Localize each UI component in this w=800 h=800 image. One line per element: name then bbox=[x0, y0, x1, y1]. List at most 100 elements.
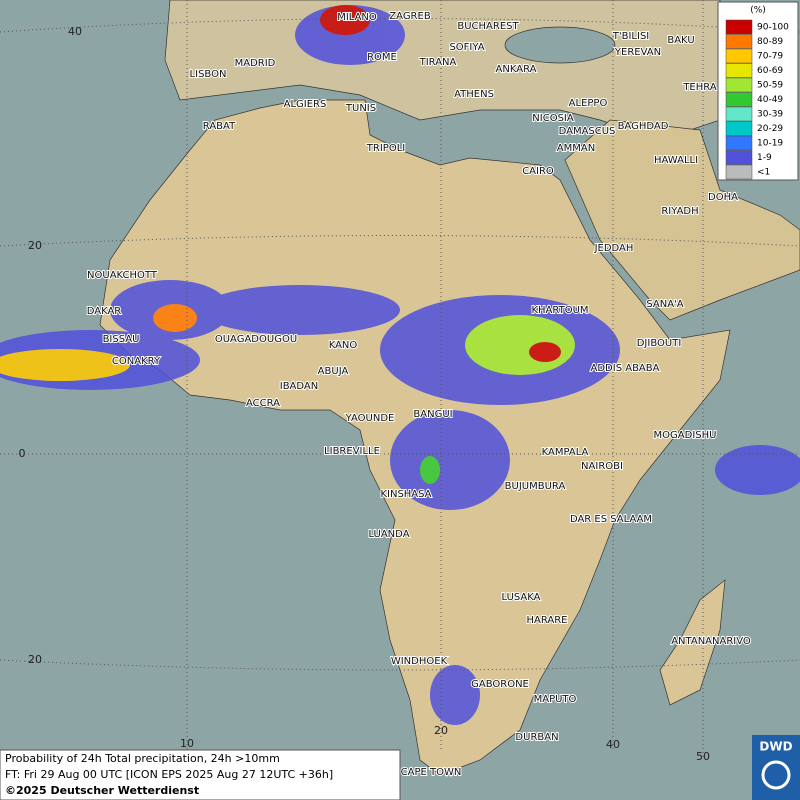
caption-line: FT: Fri 29 Aug 00 UTC [ICON EPS 2025 Aug… bbox=[5, 768, 333, 781]
legend-swatch bbox=[725, 92, 753, 107]
city-label: LUANDA bbox=[368, 529, 409, 540]
legend-swatch bbox=[725, 77, 753, 93]
city-label: BUJUMBURA bbox=[505, 481, 566, 492]
legend-label: 60-69 bbox=[757, 66, 783, 76]
city-label: YEREVAN bbox=[614, 47, 661, 58]
city-label: OUAGADOUGOU bbox=[215, 334, 297, 345]
legend-swatch bbox=[725, 164, 753, 180]
latitude-label: 20 bbox=[28, 653, 42, 666]
city-label: TUNIS bbox=[345, 103, 376, 114]
caption-line: ©2025 Deutscher Wetterdienst bbox=[5, 784, 199, 797]
latitude-label: 40 bbox=[68, 25, 82, 38]
city-label: ZAGREB bbox=[389, 11, 431, 22]
legend-swatch bbox=[725, 63, 753, 78]
longitude-label: 50 bbox=[696, 750, 710, 763]
city-label: KANO bbox=[329, 340, 358, 351]
city-label: GABORONE bbox=[471, 679, 529, 690]
city-label: BUCHAREST bbox=[457, 21, 519, 32]
city-label: CAIRO bbox=[522, 166, 554, 177]
latitude-label: 20 bbox=[28, 239, 42, 252]
latitude-label: 0 bbox=[19, 447, 26, 460]
city-label: DOHA bbox=[708, 192, 738, 203]
city-label: YAOUNDE bbox=[345, 413, 395, 424]
city-label: NAIROBI bbox=[581, 461, 623, 472]
legend: (%) 90-100 80-89 70-79 60-69 50-59 40-49 30-39… bbox=[717, 1, 799, 181]
city-label: DAKAR bbox=[87, 306, 122, 317]
city-label: LUSAKA bbox=[502, 592, 541, 603]
city-label: ALEPPO bbox=[569, 98, 608, 109]
city-label: LIBREVILLE bbox=[324, 446, 380, 457]
city-label: TEHRA bbox=[682, 82, 716, 93]
city-label: ADDIS ABABA bbox=[591, 363, 660, 374]
legend-label: 70-79 bbox=[757, 52, 783, 62]
city-label: ANKARA bbox=[496, 64, 537, 75]
city-label: ACCRA bbox=[246, 398, 280, 409]
city-label: ATHENS bbox=[454, 89, 494, 100]
legend-swatch bbox=[725, 121, 753, 136]
city-label: IBADAN bbox=[280, 381, 319, 392]
city-label: DURBAN bbox=[515, 732, 558, 743]
caption-box bbox=[0, 749, 401, 800]
city-label: ANTANANARIVO bbox=[671, 636, 751, 647]
black-sea bbox=[504, 26, 616, 64]
logo-text: DWD bbox=[759, 740, 792, 754]
city-label: TRIPOLI bbox=[366, 143, 405, 154]
city-label: LISBON bbox=[190, 69, 227, 80]
city-label: SOFIYA bbox=[449, 42, 484, 53]
city-label: ABUJA bbox=[318, 366, 349, 377]
city-label: RABAT bbox=[203, 121, 236, 132]
legend-label: 1-9 bbox=[757, 153, 772, 163]
city-label: CAPE TOWN bbox=[401, 767, 462, 778]
city-label: ALGIERS bbox=[284, 99, 327, 110]
logo-icon bbox=[761, 760, 791, 790]
city-label: MAPUTO bbox=[534, 694, 577, 705]
city-label: JEDDAH bbox=[594, 243, 634, 254]
city-label: BAGHDAD bbox=[618, 121, 669, 132]
city-label: BANGUI bbox=[413, 409, 452, 420]
legend-label: 90-100 bbox=[757, 23, 789, 33]
city-label: RIYADH bbox=[661, 206, 698, 217]
legend-label: 40-49 bbox=[757, 95, 783, 105]
legend-label: 50-59 bbox=[757, 81, 783, 91]
city-label: NICOSIA bbox=[532, 113, 574, 124]
city-label: CONAKRY bbox=[112, 356, 161, 367]
city-label: DAR ES SALAAM bbox=[570, 514, 652, 525]
city-label: MOGADISHU bbox=[654, 430, 717, 441]
legend-label: 20-29 bbox=[757, 124, 783, 134]
city-label: NOUAKCHOTT bbox=[87, 270, 158, 281]
city-label: MILANO bbox=[337, 12, 377, 23]
city-label: WINDHOEK bbox=[391, 656, 448, 667]
legend-label: 80-89 bbox=[757, 37, 783, 47]
legend-swatch bbox=[725, 150, 753, 165]
city-label: KHARTOUM bbox=[531, 305, 588, 316]
longitude-label: 20 bbox=[434, 724, 448, 737]
caption-line: Probability of 24h Total precipitation, … bbox=[5, 752, 280, 765]
city-label: BISSAU bbox=[103, 334, 140, 345]
legend-swatch bbox=[725, 135, 753, 151]
legend-label: 30-39 bbox=[757, 110, 783, 120]
city-label: KAMPALA bbox=[542, 447, 589, 458]
city-label: DAMASCUS bbox=[559, 126, 616, 137]
legend-swatch bbox=[725, 48, 753, 64]
legend-swatch bbox=[725, 34, 753, 49]
grid-labels: 40 20 0 20 10 20 40 50 bbox=[19, 25, 711, 763]
legend-title: (%) bbox=[750, 6, 766, 16]
legend-label: <1 bbox=[757, 168, 770, 178]
city-label: HAWALLI bbox=[654, 155, 698, 166]
city-label: KINSHASA bbox=[380, 489, 431, 500]
city-label: T'BILISI bbox=[612, 31, 649, 42]
legend-swatch bbox=[725, 19, 753, 35]
city-label: HARARE bbox=[526, 615, 567, 626]
city-label: ROME bbox=[367, 52, 397, 63]
longitude-label: 40 bbox=[606, 738, 620, 751]
city-label: TIRANA bbox=[419, 57, 457, 68]
city-label: BAKU bbox=[667, 35, 694, 46]
city-label: DJIBOUTI bbox=[637, 338, 682, 349]
precipitation bbox=[0, 5, 800, 725]
city-label: AMMAN bbox=[557, 143, 595, 154]
city-label: MADRID bbox=[235, 58, 276, 69]
legend-label: 10-19 bbox=[757, 139, 783, 149]
city-labels: MILANO ZAGREB BUCHAREST SOFIYA ROME TIRANA ANK… bbox=[86, 10, 752, 779]
graticule bbox=[0, 0, 800, 760]
